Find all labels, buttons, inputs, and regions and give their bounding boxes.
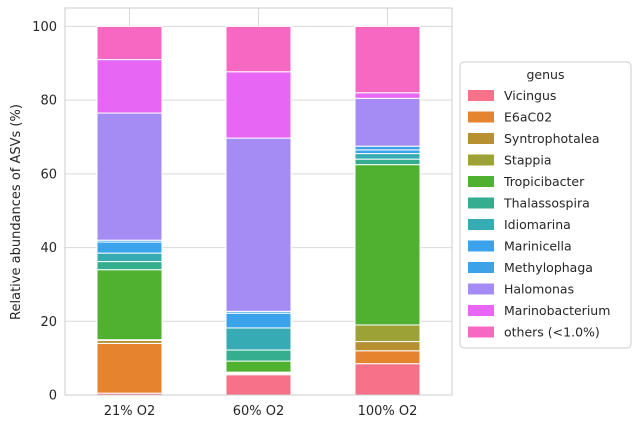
bar-segment xyxy=(354,324,421,343)
bar-segment xyxy=(354,149,421,155)
axes-frame xyxy=(64,7,453,396)
bar-segment xyxy=(354,92,421,99)
y-axis-label: Relative abundances of ASVs (%) xyxy=(9,104,24,320)
bar-segment xyxy=(354,97,421,147)
y-tick-label: 100 xyxy=(32,20,57,35)
x-tick-label: 21% O2 xyxy=(104,404,156,419)
legend-swatch xyxy=(468,154,494,166)
y-tick-label: 40 xyxy=(40,241,57,256)
bar-segment xyxy=(96,112,163,241)
bar-segment xyxy=(96,25,163,61)
legend-swatch xyxy=(468,111,494,123)
legend-label: Vicingus xyxy=(504,88,556,103)
bar-segment xyxy=(225,327,292,351)
legend: genus Vicingus E6aC02 Syntrophotalea Stappia… xyxy=(459,61,632,349)
legend-label: Tropicibacter xyxy=(503,174,585,189)
legend-label: others (<1.0%) xyxy=(504,325,600,340)
legend-label: Methylophaga xyxy=(504,260,593,275)
legend-label: Marinobacterium xyxy=(504,303,610,318)
legend-label: Idiomarina xyxy=(504,217,571,232)
bar-segment xyxy=(225,349,292,362)
bar-segment xyxy=(354,145,421,151)
legend-label: Halomonas xyxy=(504,282,574,297)
y-tick-label: 0 xyxy=(49,389,57,404)
legend-title: genus xyxy=(527,67,565,82)
bar-segment xyxy=(354,158,421,166)
x-tick-label: 60% O2 xyxy=(233,404,285,419)
legend-label: E6aC02 xyxy=(504,110,552,125)
y-tick-label: 80 xyxy=(40,94,57,109)
bar-segment xyxy=(225,137,292,312)
legend-swatch xyxy=(468,240,494,252)
legend-label: Stappia xyxy=(504,153,552,168)
legend-swatch xyxy=(468,305,494,316)
x-tick-label: 100% O2 xyxy=(358,404,418,419)
legend-label: Syntrophotalea xyxy=(504,131,600,146)
legend-swatch xyxy=(468,262,494,273)
bar-segment xyxy=(354,363,421,396)
bar-segment xyxy=(354,341,421,352)
legend-swatch xyxy=(468,219,494,230)
bar-segment xyxy=(354,350,421,365)
legend-box xyxy=(459,61,632,349)
bar-segment xyxy=(225,312,292,329)
legend-swatch xyxy=(468,283,494,295)
legend-swatch xyxy=(468,326,494,338)
legend-swatch xyxy=(468,90,494,101)
y-tick-label: 60 xyxy=(40,167,57,182)
bar-segment xyxy=(225,71,292,139)
legend-label: Thalassospira xyxy=(503,196,590,211)
bar-segment xyxy=(96,261,163,271)
bars xyxy=(96,25,421,396)
bar-segment xyxy=(96,342,163,394)
legend-swatch xyxy=(468,133,494,144)
bar-segment xyxy=(96,59,163,114)
legend-swatch xyxy=(468,176,494,187)
bar-segment xyxy=(96,241,163,254)
legend-swatch xyxy=(468,197,494,209)
bar-segment xyxy=(96,252,163,263)
bar-segment xyxy=(96,269,163,341)
bar-segment xyxy=(225,374,292,396)
bar-segment xyxy=(354,164,421,326)
plot-area: 0 20 40 60 80 100 21% O2 60% O2 100% O2 xyxy=(32,7,453,419)
y-tick-label: 20 xyxy=(40,315,57,330)
bar-segment xyxy=(225,25,292,73)
bar-segment xyxy=(354,153,421,160)
bar-segment xyxy=(354,25,421,94)
bar-segment xyxy=(225,360,292,373)
legend-label: Marinicella xyxy=(504,239,572,254)
